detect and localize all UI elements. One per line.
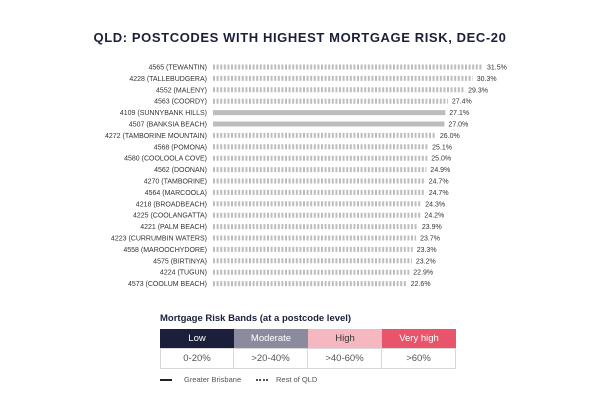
data-label: 24.2% [424,213,444,220]
data-label: 27.0% [448,122,468,129]
solid-line-icon [160,378,172,381]
category-label: 4223 (CURRUMBIN WATERS) [111,236,207,243]
data-label: 23.7% [420,236,440,243]
category-label: 4563 (COORDY) [154,99,207,106]
risk-bands-table: Low Moderate High Very high 0-20% >20-40… [160,329,456,369]
data-label: 27.1% [449,110,469,117]
category-label: 4225 (COOLANGATTA) [133,213,207,220]
band-high-range: >40-60% [308,348,382,368]
chart-title: QLD: POSTCODES WITH HIGHEST MORTGAGE RIS… [93,30,507,45]
category-label: 4565 (TEWANTIN) [149,65,207,72]
category-label: 4580 (COOLOOLA COVE) [124,156,207,163]
category-label: 4558 (MAROOCHYDORE) [123,247,207,254]
band-very-high: Very high [382,329,456,348]
data-label: 29.3% [468,87,488,94]
data-label: 22.9% [413,270,433,277]
category-label: 4568 (POMONA) [154,144,207,151]
data-label: 26.0% [440,133,460,140]
data-label: 23.9% [422,224,442,231]
data-label: 23.3% [417,247,437,254]
data-label: 25.1% [432,144,452,151]
legend-greater-brisbane-label: Greater Brisbane [184,375,242,384]
data-label: 27.4% [452,99,472,106]
data-label: 30.3% [477,76,497,83]
category-label: 4218 (BROADBEACH) [136,201,207,208]
category-label: 4564 (MARCOOLA) [145,190,207,197]
bar-chart: 4565 (TEWANTIN) 31.5% 4228 (TALLEBUDGERA) 3… [105,64,507,288]
risk-bands-title: Mortgage Risk Bands (at a postcode level… [160,313,352,324]
category-label: 4109 (SUNNYBANK HILLS) [120,110,207,117]
category-label: 4573 (COOLUM BEACH) [128,281,207,288]
data-label: 24.7% [429,190,449,197]
band-moderate-range: >20-40% [234,348,308,368]
band-high: High [308,329,382,348]
category-label: 4575 (BIRTINYA) [153,258,207,265]
band-moderate: Moderate [234,329,308,348]
category-label: 4221 (PALM BEACH) [140,224,207,231]
data-label: 31.5% [487,65,507,72]
risk-band-labels: Low Moderate High Very high [160,329,456,348]
legend-rest-of-qld-label: Rest of QLD [276,375,318,384]
band-very-high-range: >60% [382,348,456,368]
category-label: 4552 (MALENY) [156,87,207,94]
category-label: 4224 (TUGUN) [160,270,207,277]
risk-band-ranges: 0-20% >20-40% >40-60% >60% [160,348,456,369]
data-label: 24.3% [425,201,445,208]
category-label: 4507 (BANKSIA BEACH) [129,122,207,129]
dotted-line-icon [256,378,268,381]
data-label: 24.9% [430,167,450,174]
legend-rest-of-qld: Rest of QLD [256,375,317,384]
data-label: 23.2% [416,258,436,265]
band-low: Low [160,329,234,348]
category-label: 4228 (TALLEBUDGERA) [129,76,207,83]
data-label: 22.6% [411,281,431,288]
data-label: 24.7% [429,179,449,186]
category-label: 4270 (TAMBORINE) [144,179,207,186]
category-label: 4272 (TAMBORINE MOUNTAIN) [105,133,207,140]
legend-greater-brisbane: Greater Brisbane [160,375,241,384]
band-low-range: 0-20% [160,348,234,368]
data-label: 25.0% [431,156,451,163]
category-label: 4562 (DOONAN) [154,167,207,174]
